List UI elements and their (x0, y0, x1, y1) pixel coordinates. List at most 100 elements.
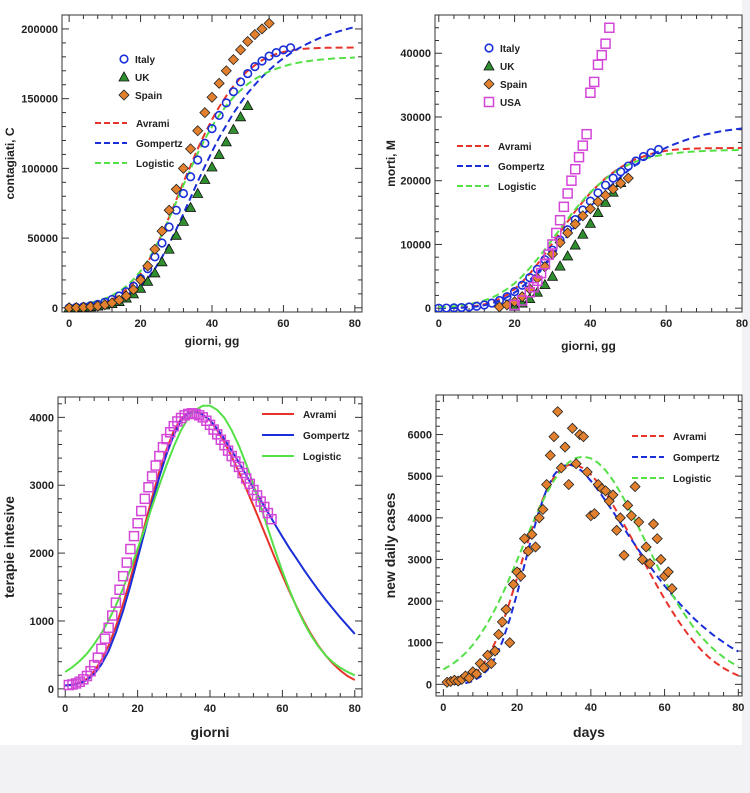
data-point (654, 144, 664, 155)
legend-label: Spain (135, 91, 162, 102)
y-tick-label: 5000 (408, 471, 432, 483)
data-point (563, 478, 575, 491)
y-tick-label: 0 (48, 684, 54, 696)
y-tick-label: 200000 (21, 24, 58, 36)
data-point (237, 467, 248, 479)
data-point (566, 422, 578, 434)
data-point (178, 188, 189, 199)
y-tick-label: 4000 (408, 513, 432, 525)
data-point (227, 54, 239, 66)
series-points-usa (509, 22, 615, 311)
data-point (585, 87, 596, 99)
data-point (581, 466, 593, 478)
data-point (263, 17, 275, 29)
data-point (255, 496, 266, 507)
x-axis-label: giorni, gg (185, 334, 240, 348)
data-point (554, 260, 566, 271)
data-point (522, 545, 534, 557)
x-tick-label: 40 (585, 702, 597, 714)
data-point (120, 290, 132, 302)
data-point (588, 76, 600, 88)
legend-label: Gompertz (136, 139, 183, 150)
data-point (192, 125, 204, 137)
data-point (170, 183, 182, 195)
legend: Avrami Gompertz Logistic (632, 432, 720, 485)
data-point (163, 204, 175, 216)
data-point (616, 167, 626, 177)
data-point (544, 449, 556, 461)
data-point (221, 98, 231, 108)
x-tick-label: 80 (349, 703, 361, 715)
data-point (244, 478, 256, 490)
data-point (222, 445, 234, 456)
data-point (161, 433, 172, 445)
data-point (604, 22, 615, 33)
data-point (562, 188, 573, 199)
legend: Avrami Gompertz Logistic (262, 410, 350, 463)
data-point (164, 427, 176, 438)
data-point (248, 484, 259, 496)
data-point (584, 217, 597, 228)
data-point (226, 450, 237, 462)
legend-label: Avrami (303, 410, 337, 421)
data-point (251, 490, 263, 501)
data-point (235, 77, 246, 87)
data-point (573, 151, 585, 163)
chart-p3: 0 20 40 60 80 0 1000 2000 3000 4000 giorni terapie … (1, 396, 363, 740)
data-point (633, 516, 645, 528)
data-point (143, 482, 154, 493)
data-point (266, 513, 277, 525)
x-axis-label: days (573, 724, 605, 740)
y-tick-label: 0 (425, 303, 431, 315)
data-point (220, 65, 232, 77)
legend-marker-spain (483, 78, 495, 90)
data-point (99, 633, 111, 644)
data-point (199, 107, 211, 119)
series-points-spain (63, 17, 275, 312)
data-point (285, 43, 296, 53)
data-point (164, 222, 174, 232)
data-point (526, 528, 538, 541)
data-point (234, 110, 247, 122)
x-tick-label: 60 (277, 318, 289, 330)
legend-marker-italy (119, 54, 129, 64)
data-point (666, 583, 678, 595)
data-point (515, 570, 527, 582)
legend-label: Spain (500, 80, 527, 91)
data-point (493, 628, 505, 640)
data-point (149, 267, 161, 278)
data-point (215, 434, 227, 446)
data-point (651, 533, 663, 545)
data-point (230, 456, 241, 467)
data-point (629, 481, 641, 493)
legend-marker-uk (118, 71, 130, 82)
data-point (185, 143, 197, 155)
legend-label: UK (135, 73, 150, 84)
data-point (207, 124, 217, 134)
data-point (78, 674, 89, 685)
data-point (588, 508, 601, 520)
data-point (206, 161, 218, 172)
data-point (655, 553, 667, 566)
data-point (537, 503, 549, 516)
x-tick-label: 60 (660, 318, 672, 330)
data-point (179, 410, 190, 421)
y-tick-label: 10000 (400, 239, 431, 251)
data-point (259, 501, 270, 513)
data-point (228, 87, 239, 97)
data-point (214, 110, 224, 120)
data-point (569, 163, 581, 175)
series-line-logistic (438, 149, 742, 309)
x-tick-label: 0 (66, 318, 72, 330)
data-point (485, 657, 497, 670)
legend-marker-uk (483, 60, 495, 71)
legend: Italy UK Spain USA Avrami Gompertz Logistic (457, 43, 545, 193)
x-tick-label: 80 (349, 318, 361, 330)
data-point (599, 189, 612, 201)
data-point (600, 38, 611, 49)
series-line-avrami (443, 463, 739, 686)
data-point (113, 294, 125, 306)
x-tick-label: 60 (276, 703, 288, 715)
data-point (518, 533, 531, 545)
data-point (644, 558, 656, 570)
